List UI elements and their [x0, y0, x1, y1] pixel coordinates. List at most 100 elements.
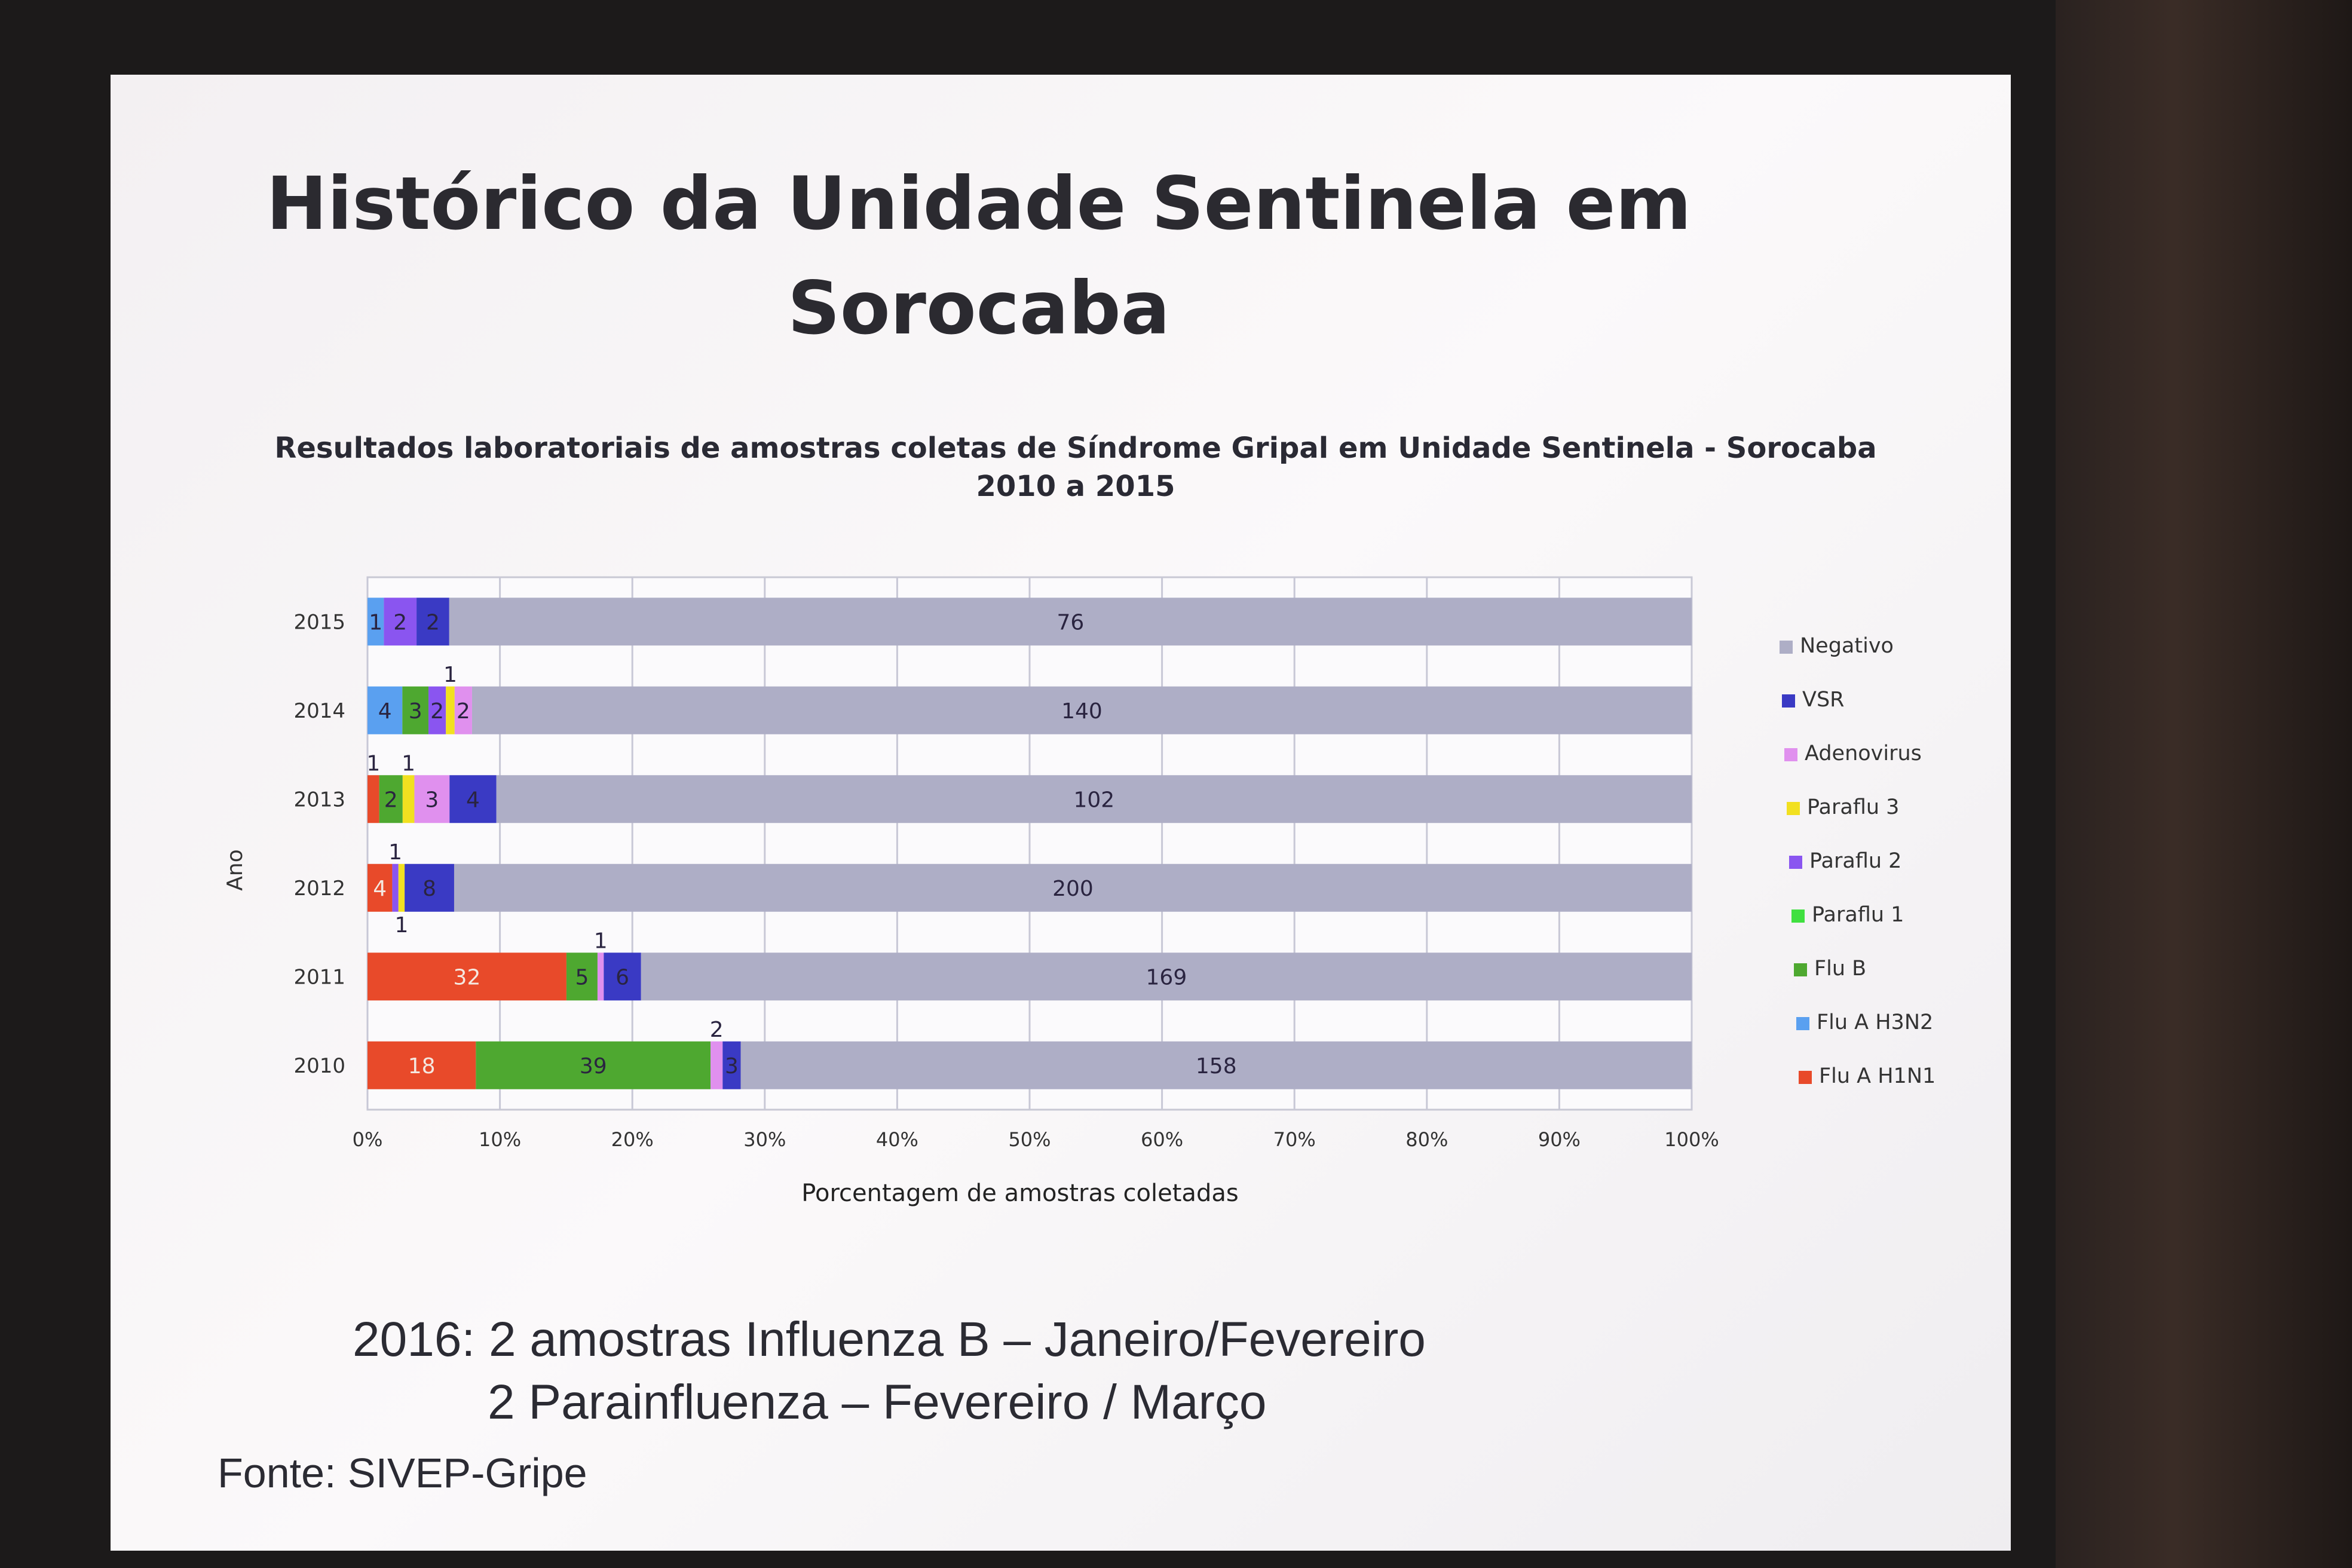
bar-segment — [722, 1041, 741, 1089]
source-text: Fonte: SIVEP-Gripe — [218, 1450, 587, 1496]
legend-swatch — [1791, 909, 1805, 923]
data-label: 1 — [594, 929, 608, 953]
x-tick-label: 0% — [353, 1128, 383, 1151]
data-label: 4 — [466, 788, 480, 812]
data-label: 2 — [710, 1018, 724, 1042]
bar-segment — [402, 686, 429, 734]
x-tick-label: 50% — [1008, 1128, 1051, 1151]
chart-title: Resultados laboratoriais de amostras col… — [274, 431, 1877, 465]
data-label: 1 — [388, 840, 402, 865]
data-label: 1 — [443, 663, 457, 687]
y-tick-label: 2010 — [293, 1054, 345, 1078]
bar-segment — [368, 598, 384, 646]
chart-subtitle: 2010 a 2015 — [976, 470, 1175, 503]
bar-segment — [414, 775, 450, 823]
data-label: 102 — [1073, 788, 1114, 812]
bar-segment — [476, 1041, 711, 1089]
data-label: 169 — [1146, 965, 1187, 990]
legend-swatch — [1782, 694, 1795, 708]
data-label: 2 — [426, 610, 440, 635]
x-tick-label: 10% — [479, 1128, 521, 1151]
data-label: 140 — [1061, 699, 1102, 724]
y-tick-label: 2013 — [293, 788, 345, 811]
bar-segment — [368, 1041, 476, 1089]
legend-swatch — [1784, 748, 1797, 761]
x-tick-label: 80% — [1405, 1128, 1448, 1151]
bar-segment — [398, 863, 405, 912]
bar-segment — [368, 775, 379, 823]
bar-segment — [449, 775, 497, 823]
data-label: 1 — [402, 751, 415, 776]
data-label: 4 — [373, 877, 387, 901]
x-tick-label: 20% — [611, 1128, 654, 1151]
data-label: 3 — [409, 699, 422, 724]
x-axis-label: Porcentagem de amostras coletadas — [801, 1180, 1238, 1207]
background-wall — [2056, 0, 2352, 1568]
bar-segment — [379, 775, 403, 823]
legend-swatch — [1799, 1071, 1812, 1084]
bar-segment — [449, 598, 1692, 646]
bar-segment — [710, 1041, 723, 1089]
data-label: 6 — [615, 965, 629, 990]
data-label: 3 — [725, 1054, 739, 1079]
data-label: 2 — [457, 699, 470, 724]
bar-segment — [428, 686, 446, 734]
legend-label: Negativo — [1800, 634, 1894, 658]
x-tick-label: 70% — [1273, 1128, 1316, 1151]
legend-label: Flu A H1N1 — [1819, 1064, 1936, 1088]
legend-label: Paraflu 3 — [1807, 795, 1899, 819]
bar-segment — [566, 953, 598, 1001]
legend-swatch — [1794, 963, 1807, 976]
bar-segment — [604, 953, 641, 1001]
slide-title-line2: Sorocaba — [788, 266, 1170, 351]
legend-label: Flu A H3N2 — [1817, 1010, 1933, 1034]
y-tick-label: 2011 — [293, 965, 345, 989]
data-label: 8 — [422, 877, 436, 901]
data-label: 2 — [393, 610, 407, 635]
data-label: 158 — [1196, 1054, 1237, 1079]
data-label: 1 — [395, 913, 409, 938]
bar-segment — [368, 686, 403, 734]
x-tick-label: 90% — [1538, 1128, 1581, 1151]
legend-label: Flu B — [1814, 957, 1866, 981]
data-label: 2 — [384, 788, 398, 812]
bar-segment — [740, 1041, 1692, 1089]
bar-segment — [402, 775, 415, 823]
bar-segment — [454, 863, 1692, 912]
data-label: 1 — [369, 610, 382, 635]
data-label: 5 — [575, 965, 589, 990]
data-label: 2 — [430, 699, 444, 724]
x-tick-label: 40% — [876, 1128, 918, 1151]
x-tick-label: 60% — [1141, 1128, 1183, 1151]
slide-title-line1: Histórico da Unidade Sentinela em — [266, 161, 1692, 246]
legend-label: Adenovirus — [1805, 742, 1922, 765]
data-label: 1 — [366, 751, 380, 776]
bar-segment — [641, 953, 1692, 1001]
bar-segment — [471, 686, 1692, 734]
data-label: 76 — [1056, 610, 1084, 635]
x-tick-label: 100% — [1664, 1128, 1719, 1151]
legend-label: Paraflu 1 — [1812, 903, 1904, 927]
bar-segment — [416, 598, 449, 646]
legend-swatch — [1789, 856, 1802, 869]
data-label: 39 — [580, 1054, 607, 1079]
note-line1: 2016: 2 amostras Influenza B – Janeiro/F… — [353, 1312, 1426, 1367]
data-label: 4 — [378, 699, 392, 724]
y-tick-label: 2015 — [293, 610, 345, 634]
legend-swatch — [1787, 802, 1800, 815]
bar-segment — [597, 953, 604, 1001]
legend-label: Paraflu 2 — [1809, 849, 1901, 873]
x-tick-label: 30% — [743, 1128, 786, 1151]
legend-swatch — [1796, 1017, 1809, 1030]
data-label: 18 — [408, 1054, 436, 1079]
y-tick-label: 2012 — [293, 877, 345, 901]
bar-segment — [368, 863, 393, 912]
bar-segment — [446, 686, 455, 734]
data-label: 32 — [454, 965, 481, 990]
bar-segment — [496, 775, 1692, 823]
bar-segment — [384, 598, 417, 646]
note-line2: 2 Parainfluenza – Fevereiro / Março — [488, 1375, 1267, 1429]
bar-segment — [392, 863, 399, 912]
bar-segment — [454, 686, 472, 734]
